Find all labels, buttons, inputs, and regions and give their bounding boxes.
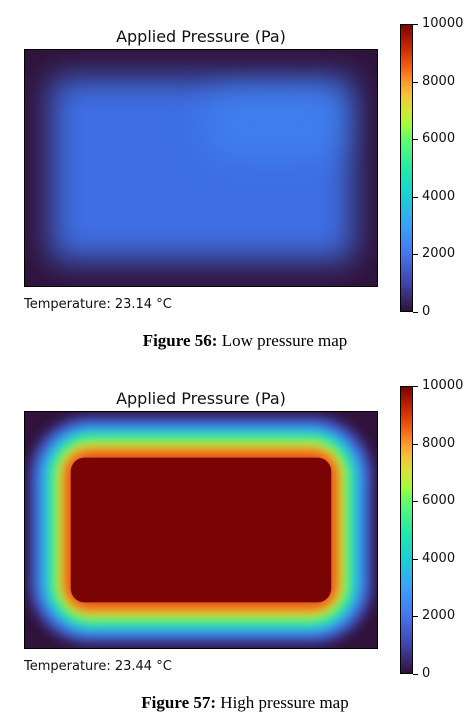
tick-label: 2000 <box>422 608 456 623</box>
caption-label: Figure 57: <box>141 693 217 712</box>
plot-title: Applied Pressure (Pa) <box>116 389 286 408</box>
figure-caption: Figure 57: High pressure map <box>0 693 470 713</box>
pressure-hotspot <box>203 89 344 160</box>
plot-title: Applied Pressure (Pa) <box>116 27 286 46</box>
caption-label: Figure 56: <box>142 331 218 350</box>
pressure-heatmap-low <box>24 49 378 287</box>
tick-label: 8000 <box>422 74 456 89</box>
figure-57: Applied Pressure (Pa) 10000 8000 6000 40… <box>0 362 470 724</box>
caption-text: Low pressure map <box>217 331 348 350</box>
tick-label: 8000 <box>422 436 456 451</box>
tick-label: 2000 <box>422 246 456 261</box>
caption-text: High pressure map <box>216 693 349 712</box>
colorbar-gradient <box>401 387 412 673</box>
colorbar <box>400 386 413 674</box>
tick-label: 0 <box>422 666 431 681</box>
tick-label: 0 <box>422 304 431 319</box>
figure-56: Applied Pressure (Pa) 10000 8000 6000 40… <box>0 16 470 351</box>
temperature-readout: Temperature: 23.14 °C <box>24 297 172 312</box>
heatmap-svg-high <box>25 412 377 648</box>
pressure-heatmap-high <box>24 411 378 649</box>
tick-label: 4000 <box>422 189 456 204</box>
tick-label: 10000 <box>422 16 464 31</box>
tick-label: 6000 <box>422 493 456 508</box>
colorbar <box>400 24 413 312</box>
tick-label: 6000 <box>422 131 456 146</box>
tick-label: 10000 <box>422 378 464 393</box>
figure-caption: Figure 56: Low pressure map <box>0 331 470 351</box>
colorbar-gradient <box>401 25 412 311</box>
temperature-readout: Temperature: 23.44 °C <box>24 659 172 674</box>
tick-label: 4000 <box>422 551 456 566</box>
heatmap-svg-low <box>25 50 377 286</box>
pressure-core <box>70 457 332 603</box>
